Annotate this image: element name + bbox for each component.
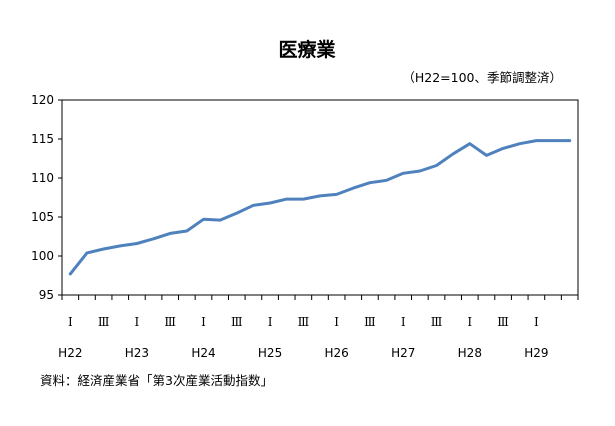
year-label: H28 [458,346,482,360]
quarter-label: Ⅰ [135,315,140,329]
data-point [435,164,438,167]
data-point [535,139,538,142]
data-point [85,251,88,254]
data-point [285,198,288,201]
year-label: H24 [191,346,215,360]
data-point [202,218,205,221]
data-point [485,154,488,157]
quarter-label: Ⅲ [364,315,376,329]
quarter-label: Ⅰ [201,315,206,329]
data-point [502,147,505,150]
data-point [319,194,322,197]
data-point [102,247,105,250]
data-point [352,187,355,190]
data-point [385,179,388,182]
data-point [302,198,305,201]
data-point [468,142,471,145]
quarter-label: Ⅰ [334,315,339,329]
year-label: H23 [125,346,149,360]
data-point [135,242,138,245]
data-point [185,230,188,233]
year-label: H22 [58,346,82,360]
data-point [235,212,238,215]
data-point [152,237,155,240]
y-tick-label: 110 [31,171,54,185]
quarter-label: Ⅲ [298,315,310,329]
y-axis: 95 100 105 110 115 120 [31,93,62,302]
quarter-label: Ⅲ [98,315,110,329]
y-tick-label: 95 [39,288,54,302]
quarter-label: Ⅲ [164,315,176,329]
data-point [402,172,405,175]
quarter-label: Ⅲ [231,315,243,329]
quarter-label: Ⅰ [268,315,273,329]
series-line [68,139,572,276]
y-tick-label: 100 [31,249,54,263]
quarter-label: Ⅲ [431,315,443,329]
series-layer [68,139,572,276]
source-note: 資料：経済産業省「第3次産業活動指数」 [40,373,273,388]
year-label: H27 [391,346,415,360]
data-point [452,152,455,155]
y-tick-label: 105 [31,210,54,224]
year-label: H25 [258,346,282,360]
plot-area [61,99,579,296]
data-point [518,142,521,145]
data-point [269,201,272,204]
chart-title: 医療業 [278,38,336,61]
x-axis: Ⅰ Ⅲ Ⅰ Ⅲ Ⅰ Ⅲ Ⅰ Ⅲ Ⅰ Ⅲ Ⅰ Ⅲ Ⅰ Ⅲ Ⅰ H22 H23 H24 H25 H26 H27 H28 H29 [58,295,579,360]
data-point [568,139,571,142]
chart-subtitle: （H22=100、季節調整済） [402,70,562,85]
data-point [335,193,338,196]
quarter-label: Ⅰ [534,315,539,329]
quarter-label: Ⅰ [467,315,472,329]
quarter-label: Ⅲ [497,315,509,329]
year-label: H26 [324,346,348,360]
data-point [69,272,72,275]
year-label: H29 [524,346,548,360]
data-point [552,139,555,142]
quarter-label: Ⅰ [68,315,73,329]
data-point [119,244,122,247]
data-point [252,204,255,207]
data-point [169,232,172,235]
data-point [418,169,421,172]
y-tick-label: 115 [31,132,54,146]
data-point [219,219,222,222]
y-tick-label: 120 [31,93,54,107]
data-point [368,181,371,184]
quarter-label: Ⅰ [401,315,406,329]
